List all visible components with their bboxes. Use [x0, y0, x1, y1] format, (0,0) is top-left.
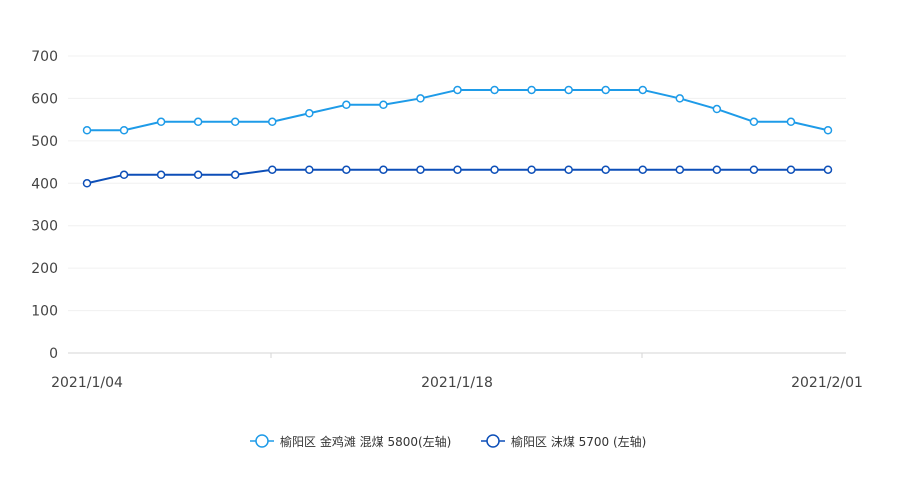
legend-label: 榆阳区 沫煤 5700 (左轴): [511, 434, 646, 449]
data-point[interactable]: [786, 165, 796, 174]
y-tick-label: 200: [31, 261, 58, 277]
data-point[interactable]: [230, 117, 240, 127]
data-point[interactable]: [601, 85, 610, 95]
data-point[interactable]: [193, 117, 203, 127]
y-tick-label: 600: [31, 91, 58, 107]
data-point[interactable]: [379, 100, 388, 110]
data-point[interactable]: [156, 170, 166, 180]
data-point[interactable]: [230, 170, 240, 180]
data-point[interactable]: [564, 165, 573, 174]
data-point[interactable]: [527, 165, 536, 174]
legend-marker-icon: [255, 434, 269, 448]
legend-label: 榆阳区 金鸡滩 混煤 5800(左轴): [280, 434, 451, 449]
x-tick-label: 2021/2/01: [791, 375, 863, 391]
data-point[interactable]: [453, 85, 462, 95]
legend-item-2[interactable]: 榆阳区 沫煤 5700 (左轴): [481, 434, 646, 449]
y-tick-label: 400: [31, 176, 58, 192]
legend[interactable]: 榆阳区 金鸡滩 混煤 5800(左轴) 榆阳区 沫煤 5700 (左轴): [250, 434, 646, 449]
data-point[interactable]: [193, 170, 203, 180]
x-tick-label: 2021/1/18: [421, 375, 493, 391]
data-point[interactable]: [675, 94, 685, 103]
data-point[interactable]: [305, 165, 314, 174]
data-point[interactable]: [342, 165, 351, 174]
legend-item-1[interactable]: 榆阳区 金鸡滩 混煤 5800(左轴): [250, 434, 451, 449]
data-point[interactable]: [564, 85, 573, 95]
data-point[interactable]: [786, 117, 796, 127]
y-tick-label: 100: [31, 304, 58, 320]
data-point[interactable]: [342, 100, 351, 110]
data-point[interactable]: [527, 85, 536, 95]
data-point[interactable]: [823, 165, 833, 174]
series-2: [82, 165, 833, 188]
data-point[interactable]: [823, 126, 833, 135]
data-point[interactable]: [749, 117, 759, 127]
x-tick-label: 2021/1/04: [51, 375, 123, 391]
data-point[interactable]: [490, 85, 499, 95]
y-tick-label: 0: [49, 346, 58, 362]
y-tick-label: 700: [31, 49, 58, 65]
data-point[interactable]: [156, 117, 166, 127]
legend-marker-icon: [486, 434, 500, 448]
data-point[interactable]: [119, 170, 129, 180]
data-point[interactable]: [490, 165, 499, 174]
data-point[interactable]: [305, 109, 314, 118]
axes: 0 100 200 300 400 500 600 700 2021/1/04 2021/1/18…: [31, 49, 863, 391]
series-1: [82, 85, 833, 135]
data-point[interactable]: [601, 165, 610, 174]
data-point[interactable]: [453, 165, 462, 174]
data-point[interactable]: [416, 94, 425, 103]
data-point[interactable]: [712, 165, 722, 174]
data-point[interactable]: [638, 165, 647, 174]
data-point[interactable]: [749, 165, 759, 174]
data-point[interactable]: [416, 165, 425, 174]
data-point[interactable]: [82, 179, 92, 188]
data-point[interactable]: [82, 126, 92, 135]
y-tick-label: 500: [31, 134, 58, 150]
data-point[interactable]: [119, 126, 129, 135]
y-tick-label: 300: [31, 219, 58, 235]
data-point[interactable]: [268, 165, 277, 174]
data-point[interactable]: [675, 165, 685, 174]
data-point[interactable]: [638, 85, 647, 95]
data-point[interactable]: [268, 117, 277, 127]
grid-lines: [68, 55, 846, 354]
series-lines: [82, 85, 833, 188]
data-point[interactable]: [712, 104, 722, 114]
data-point[interactable]: [379, 165, 388, 174]
